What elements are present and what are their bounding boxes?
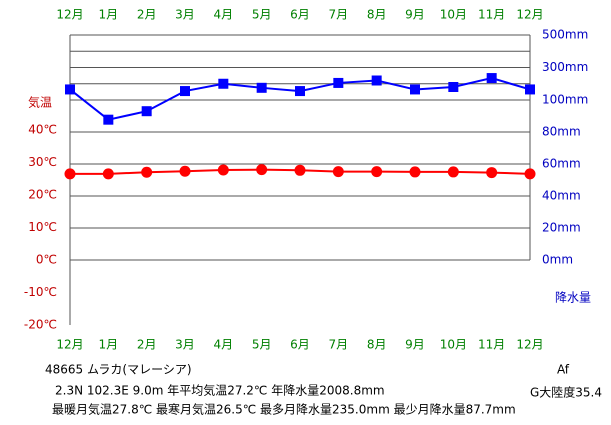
x-tick-label: 3月 [175, 8, 195, 22]
y2-tick-label: 500mm [542, 28, 588, 42]
x-tick-label: 1月 [99, 8, 119, 22]
x-tick-label: 3月 [175, 338, 195, 352]
y-tick-label: -20℃ [24, 318, 57, 332]
x-tick-label: 10月 [440, 8, 467, 22]
x-tick-label: 2月 [137, 8, 157, 22]
x-tick-label: 11月 [478, 338, 505, 352]
precip-point [141, 106, 152, 117]
x-tick-label: 11月 [478, 8, 505, 22]
y-tick-label: 30℃ [28, 155, 57, 169]
y-tick-label: 20℃ [28, 188, 57, 202]
temp-point [141, 166, 153, 178]
y2-tick-label: 80mm [542, 125, 581, 139]
temp-point [371, 166, 383, 178]
x-tick-label: 12月 [516, 338, 543, 352]
y-tick-label: 10℃ [28, 220, 57, 234]
temp-point [102, 168, 114, 180]
precip-point [103, 114, 114, 125]
x-tick-label: 12月 [56, 8, 83, 22]
y-tick-label: 0℃ [36, 253, 57, 267]
y2-tick-label: 20mm [542, 221, 581, 235]
precip-point [180, 86, 190, 97]
continentality: G大陸度35.4 [530, 385, 602, 400]
climate: Af [557, 363, 570, 377]
x-tick-label: 5月 [252, 8, 272, 22]
temp-label: 気温 [28, 95, 52, 110]
temp-point [447, 166, 459, 178]
y2-tick-label: 0mm [542, 253, 573, 267]
x-tick-label: 8月 [367, 338, 387, 352]
precip-point [218, 78, 229, 89]
x-tick-label: 4月 [214, 8, 234, 22]
precip-point [371, 75, 382, 86]
x-tick-label: 6月 [290, 338, 310, 352]
y2-tick-label: 40mm [542, 189, 581, 203]
precip-point [256, 82, 267, 93]
x-tick-label: 12月 [56, 338, 83, 352]
precip-label: 降水量 [555, 291, 591, 305]
precip-line [69, 77, 531, 121]
y-tick-label: 40℃ [28, 123, 57, 137]
y2-tick-label: 60mm [542, 157, 581, 171]
x-tick-label: 1月 [99, 338, 119, 352]
temp-point [332, 166, 344, 178]
precip-point [295, 86, 305, 97]
temp-point [64, 168, 76, 180]
temp-point [409, 166, 421, 178]
precip-point [333, 77, 344, 88]
temp-point [486, 167, 498, 179]
x-tick-label: 9月 [405, 338, 425, 352]
x-tick-label: 12月 [516, 8, 543, 22]
precip-point [410, 84, 420, 95]
x-tick-label: 4月 [214, 338, 234, 352]
precip-point [448, 82, 459, 92]
temp-point [217, 164, 229, 176]
x-tick-label: 8月 [367, 8, 387, 22]
temp-point [294, 164, 306, 176]
x-tick-label: 5月 [252, 338, 272, 352]
info-line: 最暖月気温27.8℃ 最寒月気温26.5℃ 最多月降水量235.0mm 最少月降… [52, 402, 516, 417]
station: 48665 ムラカ(マレーシア) [45, 363, 192, 377]
info-line: 2.3N 102.3E 9.0m 年平均気温27.2℃ 年降水量2008.8mm [55, 383, 385, 398]
x-tick-label: 2月 [137, 338, 157, 352]
temp-point [179, 165, 191, 177]
x-tick-label: 7月 [329, 338, 349, 352]
precip-point [65, 84, 75, 95]
y2-tick-label: 100mm [542, 93, 588, 107]
temp-point [256, 164, 268, 176]
x-tick-label: 6月 [290, 8, 310, 22]
x-tick-label: 9月 [405, 8, 425, 22]
x-tick-label: 7月 [329, 8, 349, 22]
x-tick-label: 10月 [440, 338, 467, 352]
precip-point [525, 84, 535, 95]
y2-tick-label: 300mm [542, 60, 588, 74]
precip-point [486, 73, 497, 84]
temp-point [524, 168, 536, 180]
y-tick-label: -10℃ [24, 285, 57, 299]
